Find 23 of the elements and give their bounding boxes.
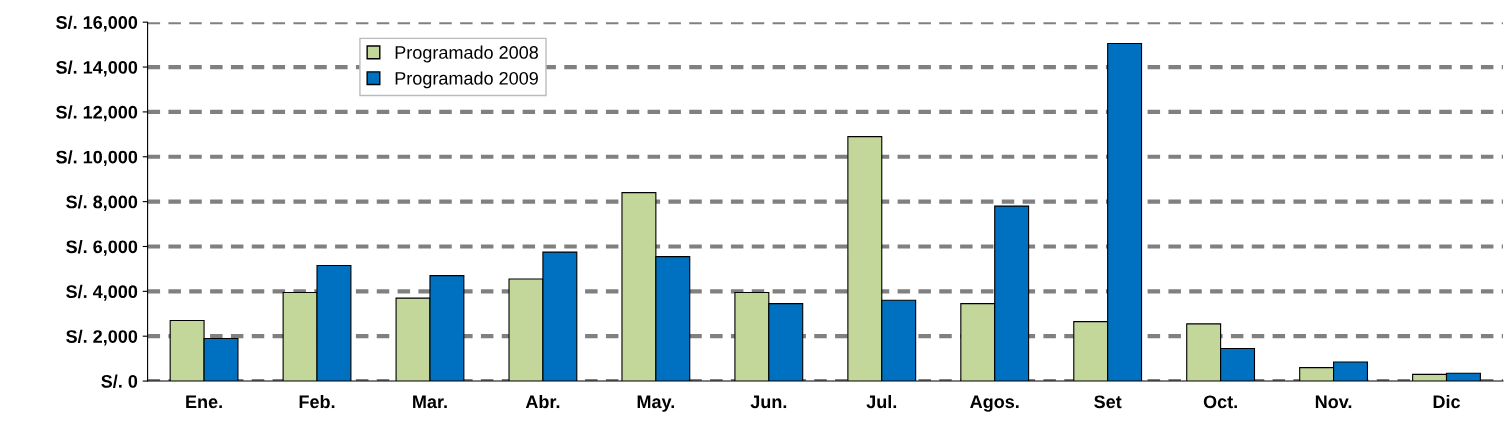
x-tick-label: Ene.	[186, 395, 222, 409]
y-tick-label: S/. 4,000	[66, 284, 138, 301]
x-tick-label: Set	[1094, 395, 1122, 409]
x-tick-label: Feb.	[299, 394, 335, 409]
x-tick-label: Abr.	[525, 394, 560, 409]
x-tick-label: Jun.	[750, 395, 787, 409]
legend-label: Programado 2008	[395, 45, 538, 63]
y-tick-label: S/. 8,000	[66, 195, 138, 211]
y-tick-label: S/. 0	[101, 374, 138, 388]
x-tick-label: Agos.	[970, 395, 1019, 412]
x-tick-label: Mar.	[413, 395, 447, 409]
x-tick-label: Nov.	[1315, 395, 1352, 409]
y-tick-label: S/. 2,000	[66, 329, 138, 346]
x-tick-label: Oct.	[1203, 395, 1237, 409]
y-tick-label: S/. 16,000	[56, 15, 138, 32]
y-tick-label: S/. 10,000	[56, 150, 138, 167]
x-tick-label: Jul.	[866, 394, 897, 409]
legend-label: Programado 2009	[395, 71, 538, 89]
x-tick-label: Dic	[1433, 394, 1461, 409]
x-tick-label: May.	[637, 395, 675, 412]
y-tick-label: S/. 6,000	[66, 239, 138, 256]
y-tick-label: S/. 12,000	[56, 105, 138, 122]
y-tick-label: S/. 14,000	[56, 60, 138, 77]
